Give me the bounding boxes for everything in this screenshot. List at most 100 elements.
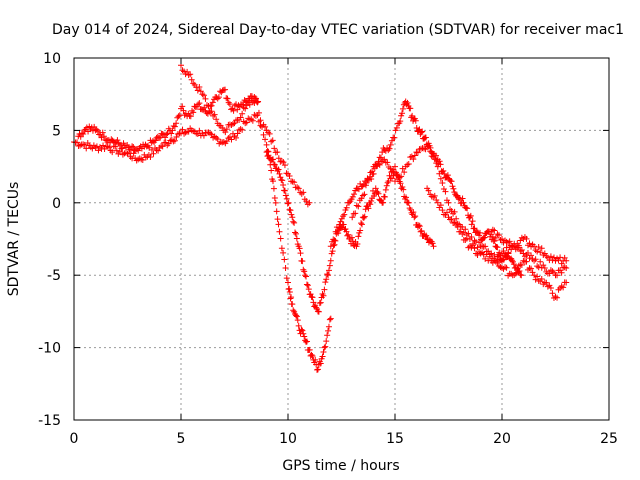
data-point [251,99,258,106]
data-point [341,211,348,218]
data-point [410,209,417,216]
data-point [293,313,300,320]
data-point [358,221,365,228]
data-point [230,107,237,114]
data-point [331,237,338,244]
data-point [468,221,475,228]
data-point [349,193,356,200]
data-point [481,234,488,241]
data-point [365,205,372,212]
y-tick-label: 10 [43,51,61,67]
data-point [252,112,259,119]
data-point [547,253,554,260]
data-point [444,172,451,179]
data-point [436,158,443,165]
data-point [517,237,524,244]
data-point [330,236,337,243]
data-point [342,226,349,233]
data-point [468,234,475,241]
data-point [320,292,327,299]
data-point [381,156,388,163]
data-point [130,150,137,157]
data-point [538,275,545,282]
data-point [381,193,388,200]
data-point [74,139,81,146]
data-point [492,257,499,264]
data-point [89,145,96,152]
data-point [500,256,507,263]
data-point [563,264,570,271]
data-point [405,199,412,206]
data-point [99,129,106,136]
data-point [184,68,191,75]
data-point [382,186,389,193]
data-point [224,95,231,102]
data-point [552,293,559,300]
data-point [279,177,286,184]
data-point [440,167,447,174]
data-point [165,140,172,147]
data-point [352,210,359,217]
data-point [163,131,170,138]
data-point [287,207,294,214]
data-point [147,154,154,161]
data-point [223,126,230,133]
data-point [265,152,272,159]
data-point [515,242,522,249]
data-point [301,268,308,275]
data-point [190,80,197,87]
x-tick-label: 5 [177,431,186,447]
data-point [93,126,100,133]
data-point [502,251,509,258]
data-point [139,157,146,164]
data-point [199,91,206,98]
data-point [135,147,142,154]
data-point [189,107,196,114]
data-point [303,273,310,280]
data-point [282,265,289,272]
data-point [535,244,542,251]
data-point [518,246,525,253]
data-point [503,264,510,271]
data-point [380,199,387,206]
data-point [174,131,181,138]
data-point [301,333,308,340]
data-point [437,202,444,209]
data-point [175,113,182,120]
data-point [171,137,178,144]
data-point [523,235,530,242]
data-point [323,276,330,283]
data-point [286,172,293,179]
data-point [491,251,498,258]
data-point [107,147,114,154]
data-point [190,109,197,116]
data-point [113,147,120,154]
data-point [194,130,201,137]
data-point [294,317,301,324]
data-point [496,249,503,256]
data-point [93,143,100,150]
data-point [436,170,443,177]
data-point [385,147,392,154]
data-point [283,275,290,282]
data-point [518,234,525,241]
data-point [168,130,175,137]
data-point [560,284,567,291]
data-point [249,117,256,124]
data-point [292,229,299,236]
data-point [150,150,157,157]
data-point [460,199,467,206]
data-point [242,105,249,112]
data-point [130,144,137,151]
data-point [314,366,321,373]
data-point [304,201,311,208]
data-point [450,185,457,192]
data-point [349,214,356,221]
data-point [194,87,201,94]
data-point [361,191,368,198]
data-point [434,199,441,206]
data-point [303,338,310,345]
data-point [106,144,113,151]
data-point [348,234,355,241]
data-point [528,265,535,272]
